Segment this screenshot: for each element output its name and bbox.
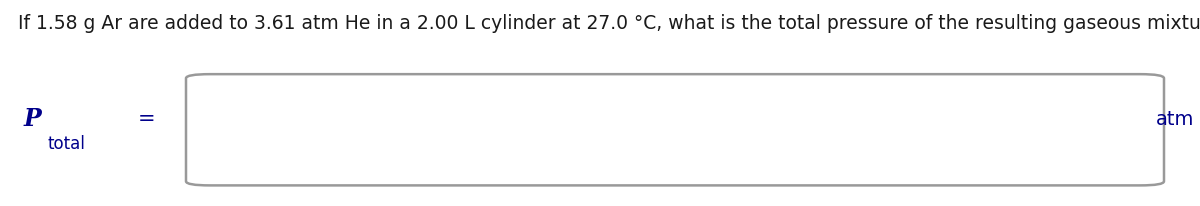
Text: P: P	[24, 108, 42, 131]
Text: atm: atm	[1156, 110, 1194, 129]
Text: total: total	[48, 135, 86, 153]
Text: If 1.58 g Ar are added to 3.61 atm He in a 2.00 L cylinder at 27.0 °C, what is t: If 1.58 g Ar are added to 3.61 atm He in…	[18, 14, 1200, 33]
Text: =: =	[138, 109, 156, 130]
FancyBboxPatch shape	[186, 74, 1164, 185]
